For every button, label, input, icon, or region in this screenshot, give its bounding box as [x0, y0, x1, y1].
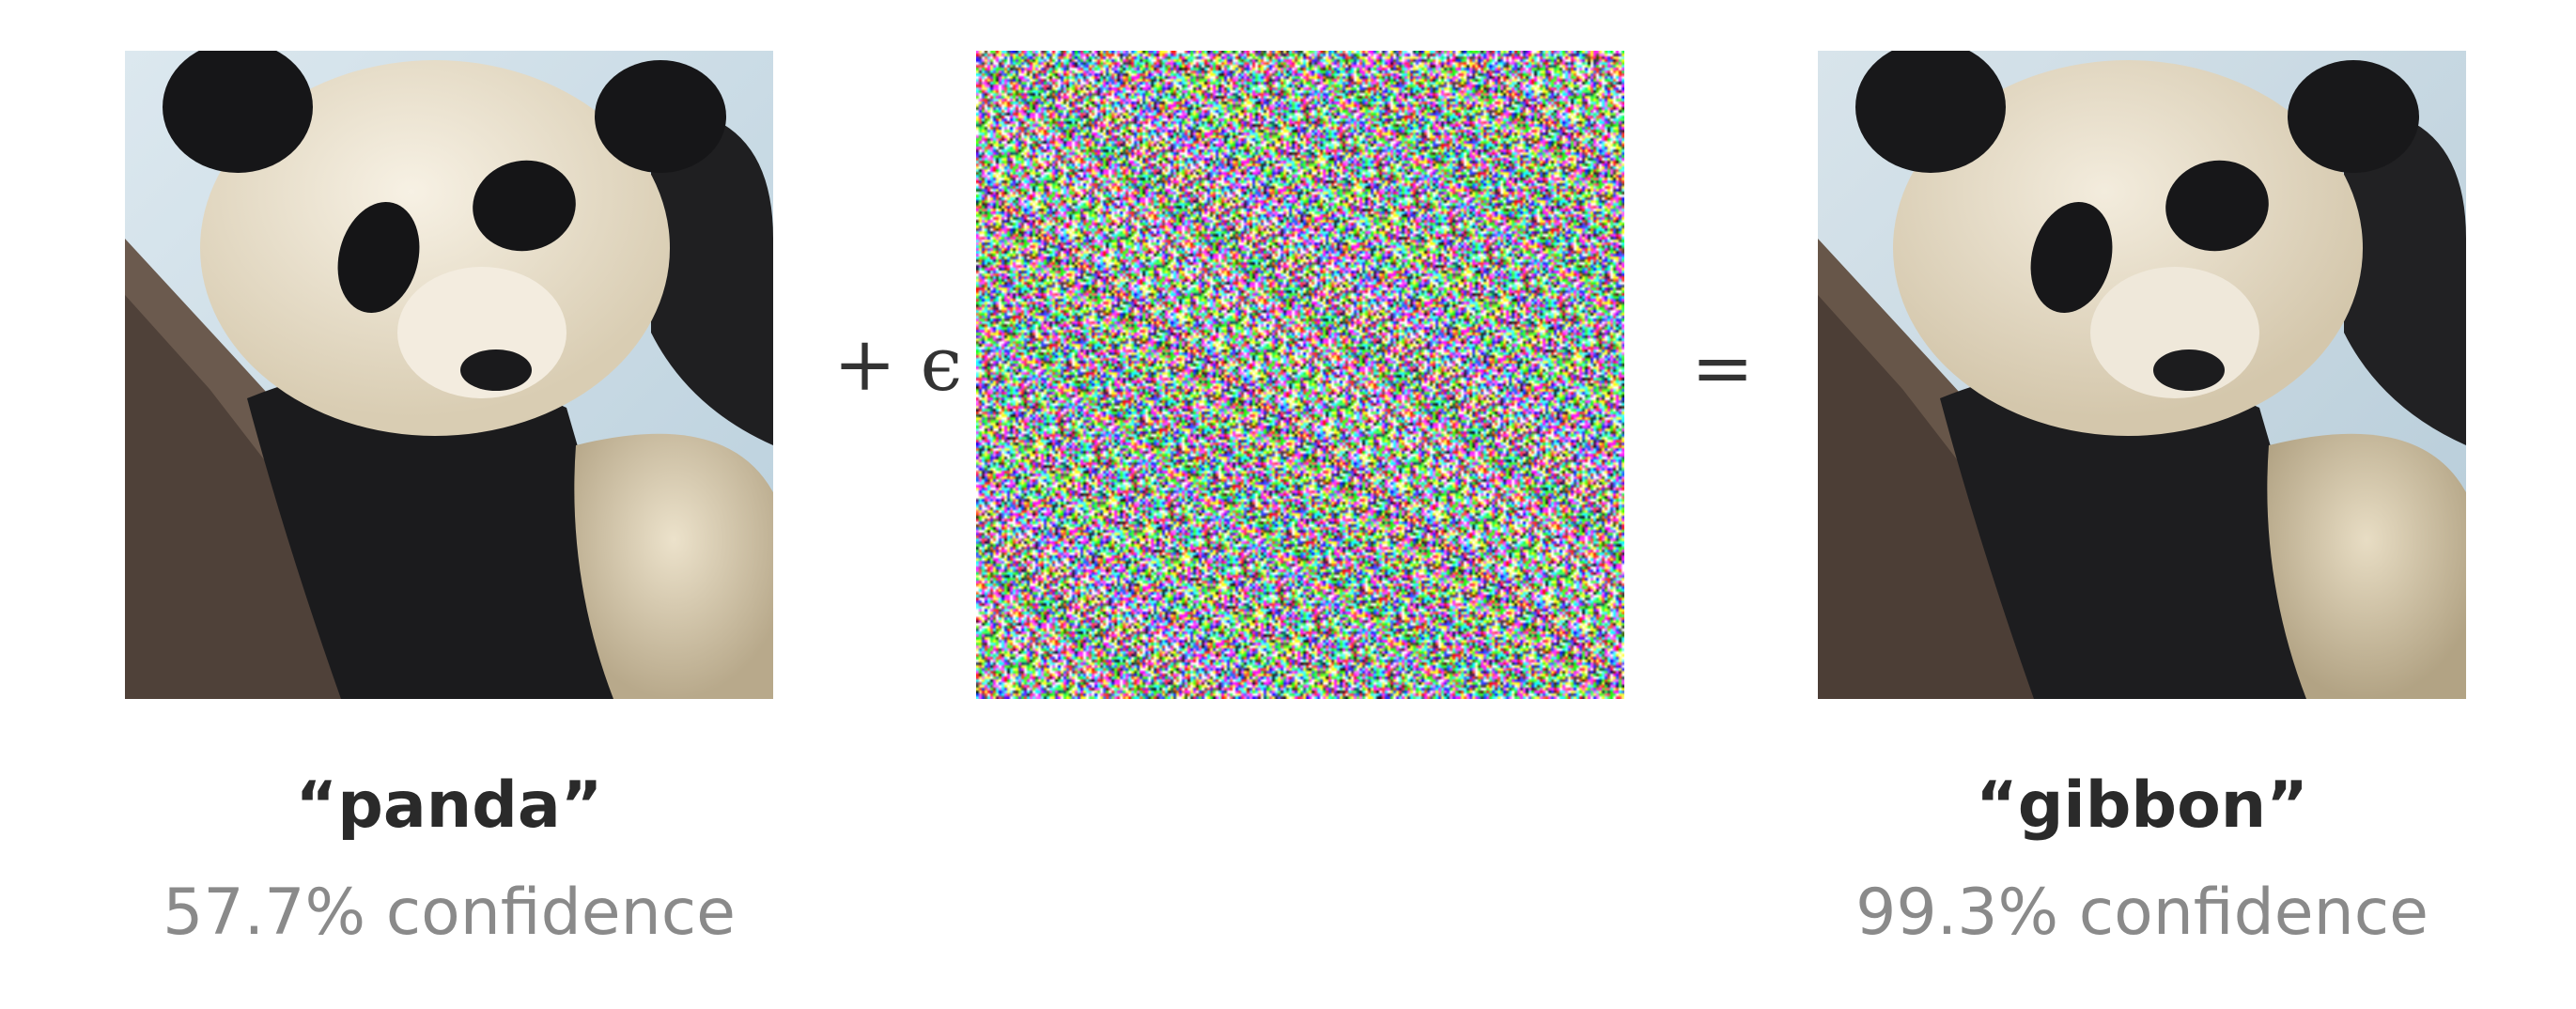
input-class-label: “panda” — [295, 768, 603, 843]
output-confidence: 99.3% confidence — [1855, 876, 2429, 950]
plus-epsilon-operator: + ϵ — [833, 320, 963, 408]
panda-image-original — [125, 51, 773, 699]
panda-illustration — [125, 51, 773, 699]
adversarial-noise-image — [976, 51, 1624, 699]
input-confidence: 57.7% confidence — [163, 876, 736, 950]
output-class-label: “gibbon” — [1976, 768, 2308, 843]
equals-operator: = — [1691, 324, 1755, 411]
panda-image-adversarial — [1818, 51, 2466, 699]
noise-canvas — [976, 51, 1624, 699]
panda-illustration — [1818, 51, 2466, 699]
